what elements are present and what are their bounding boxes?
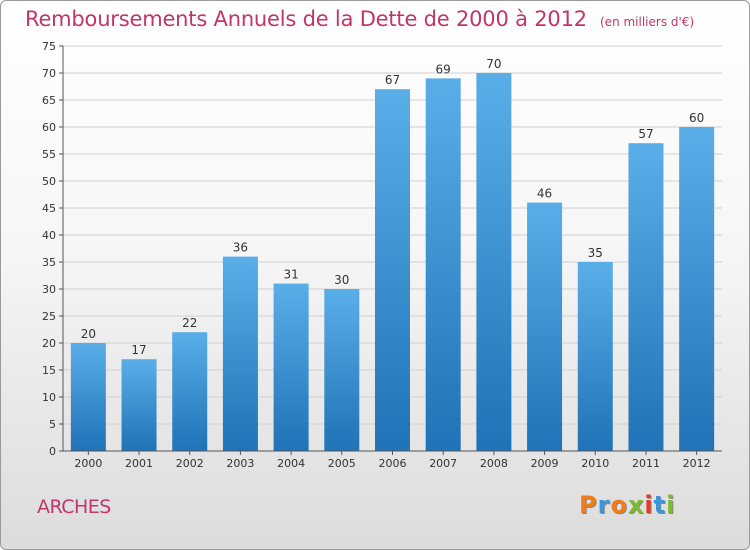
y-tick-label: 35 (42, 256, 56, 269)
logo-letter: t (653, 491, 667, 519)
bar[interactable] (476, 73, 512, 451)
bar[interactable] (425, 78, 461, 452)
bar[interactable] (577, 262, 613, 451)
bar[interactable] (70, 343, 106, 451)
x-tick-label: 2012 (683, 457, 711, 470)
x-tick-label: 2004 (277, 457, 305, 470)
bar[interactable] (679, 127, 715, 451)
data-label: 70 (486, 57, 501, 71)
y-tick-label: 5 (49, 418, 56, 431)
y-tick-label: 60 (42, 121, 56, 134)
y-tick-label: 40 (42, 229, 56, 242)
x-tick-label: 2006 (379, 457, 407, 470)
y-tick-label: 10 (42, 391, 56, 404)
x-tick-label: 2003 (226, 457, 254, 470)
y-tick-label: 75 (42, 40, 56, 53)
x-tick-label: 2011 (632, 457, 660, 470)
y-tick-label: 55 (42, 148, 56, 161)
bar[interactable] (375, 89, 410, 451)
data-label: 57 (638, 127, 653, 141)
data-label: 46 (537, 187, 552, 201)
data-label: 30 (334, 273, 349, 287)
data-label: 22 (182, 316, 197, 330)
bar[interactable] (628, 143, 664, 451)
chart-subtitle: (en milliers d'€) (600, 15, 695, 29)
x-tick-label: 2010 (581, 457, 609, 470)
bar[interactable] (121, 359, 157, 451)
logo-letter: r (597, 491, 611, 519)
x-tick-label: 2005 (328, 457, 356, 470)
data-label: 20 (81, 327, 96, 341)
proxiti-logo[interactable]: Proxiti (579, 491, 675, 519)
y-tick-label: 30 (42, 283, 56, 296)
y-tick-label: 0 (49, 445, 56, 458)
x-tick-label: 2001 (125, 457, 153, 470)
data-label: 69 (436, 62, 451, 76)
data-label: 67 (385, 73, 400, 87)
bar[interactable] (172, 332, 208, 451)
data-label: 36 (233, 241, 248, 255)
x-tick-label: 2007 (429, 457, 457, 470)
bar[interactable] (273, 283, 309, 451)
logo-letter: x (627, 491, 645, 519)
data-label: 31 (283, 268, 298, 282)
logo-letter: i (666, 491, 676, 519)
x-tick-label: 2000 (74, 457, 102, 470)
logo-letter: P (579, 491, 598, 519)
data-label: 17 (131, 343, 146, 357)
data-label: 60 (689, 111, 704, 125)
x-tick-label: 2008 (480, 457, 508, 470)
x-tick-label: 2002 (176, 457, 204, 470)
title-row: Remboursements Annuels de la Dette de 20… (25, 7, 694, 31)
bar[interactable] (527, 202, 563, 451)
y-tick-label: 25 (42, 310, 56, 323)
logo-letter: i (644, 491, 654, 519)
logo-letter: o (610, 491, 628, 519)
y-tick-label: 65 (42, 94, 56, 107)
place-name: ARCHES (37, 496, 111, 518)
data-label: 35 (588, 246, 603, 260)
bar[interactable] (222, 256, 258, 451)
bars: 20 17 22 36 31 30 67 69 70 46 35 57 60 (70, 57, 715, 452)
y-tick-label: 70 (42, 67, 56, 80)
y-tick-label: 45 (42, 202, 56, 215)
y-tick-label: 15 (42, 364, 56, 377)
y-tick-label: 20 (42, 337, 56, 350)
x-tick-label: 2009 (531, 457, 559, 470)
bar[interactable] (324, 289, 360, 451)
chart-title: Remboursements Annuels de la Dette de 20… (25, 7, 587, 31)
axes: 0 5 10 15 20 25 30 35 40 45 50 55 60 65 70 75 2000 2001 20… (42, 40, 722, 470)
y-tick-label: 50 (42, 175, 56, 188)
